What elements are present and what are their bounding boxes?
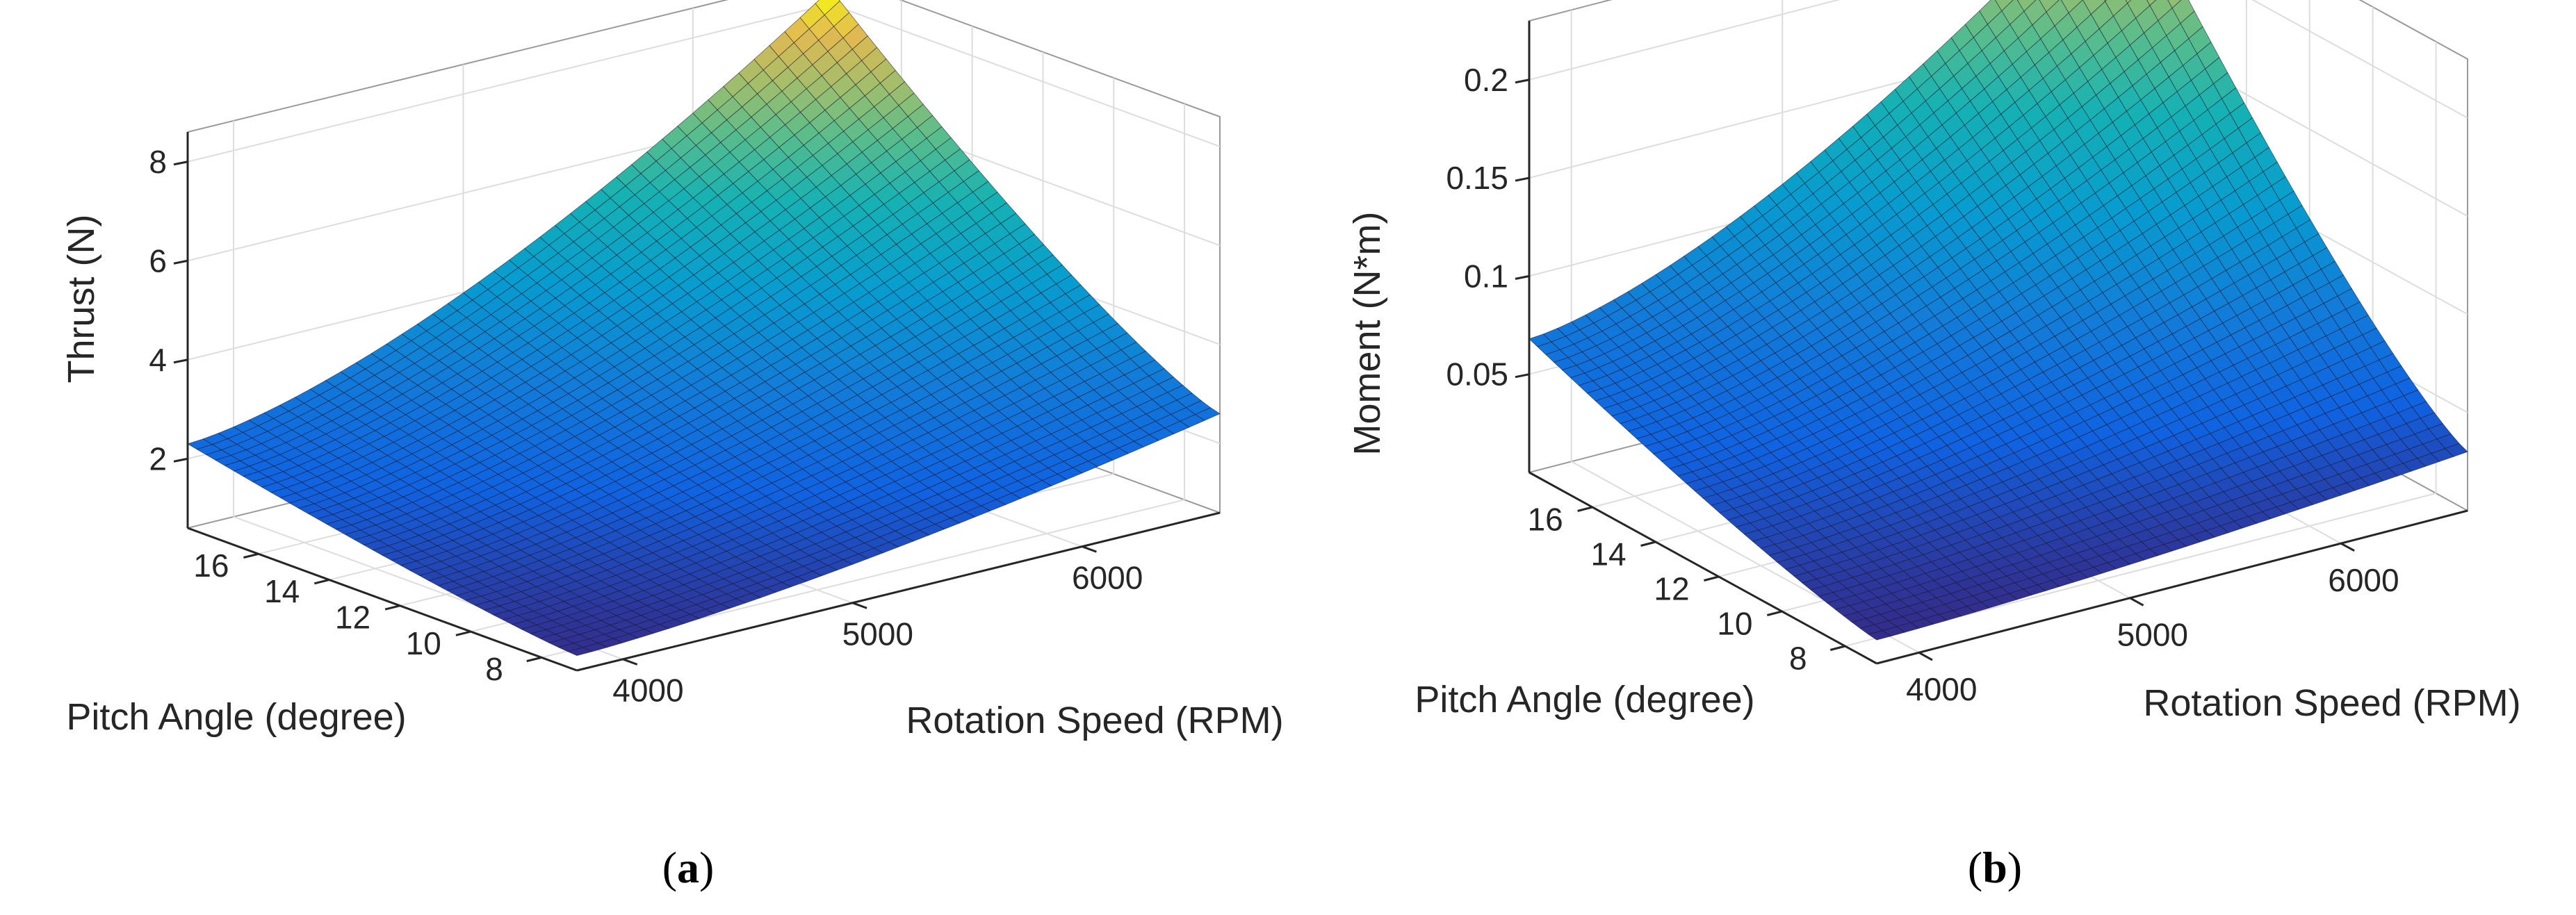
surface-patch [1868,630,1891,641]
y-tick-label: 10 [406,625,441,661]
y-tick-label: 8 [485,651,503,687]
z-tick-label: 2 [149,440,167,477]
z-tick [173,358,188,364]
x-axis-label: Rotation Speed (RPM) [906,700,1283,741]
panel-b-moment-surface: 4000 5000 6000 8 10 12 14 16 0.05 0.1 0.15 0.2 Momen… [1346,0,2521,892]
z-tick-label: 0.15 [1446,160,1508,196]
y-tick-label: 8 [1789,641,1807,677]
y-axis-label: Pitch Angle (degree) [1415,679,1754,720]
x-tick-label: 4000 [1906,671,1977,707]
z-tick [1515,79,1530,84]
x-tick-label: 6000 [2328,562,2399,598]
y-tick [243,552,259,559]
z-tick [1515,373,1530,379]
x-axis-line [1876,509,2468,665]
z-tick [173,457,188,463]
y-axis-label: Pitch Angle (degree) [66,696,406,738]
x-tick-label: 4000 [612,672,683,708]
y-tick-label: 12 [1654,571,1689,607]
y-tick-label: 14 [1590,536,1626,572]
grid-line [1529,0,2468,119]
y-axis-line [1529,471,1877,665]
x-tick [1082,545,1097,553]
y-tick-label: 10 [1717,606,1752,642]
z-tick [173,259,188,265]
y-tick [313,579,329,585]
x-tick [851,602,867,609]
z-tick [1515,274,1530,280]
z-tick-label: 6 [149,242,167,279]
y-axis-line [187,527,578,672]
panel-label: (a) [662,843,715,892]
y-tick [1704,575,1720,582]
z-tick-label: 0.1 [1464,258,1508,294]
z-axis-label: Moment (N*m) [1346,211,1388,455]
y-tick-label: 14 [264,573,300,609]
surface [187,0,1221,657]
y-tick [1577,506,1593,512]
y-tick [526,656,542,663]
surface [1529,0,2468,641]
surface-patch [567,647,593,657]
panel-a-thrust-surface: 4000 5000 6000 8 10 12 14 16 2 4 6 8 Thrust (N) Pitch… [60,0,1284,892]
z-tick [1515,176,1530,182]
x-tick-label: 5000 [842,616,913,652]
y-tick [455,630,471,636]
y-tick [1829,645,1845,651]
y-tick-label: 12 [335,600,370,636]
y-tick-label: 16 [193,547,229,584]
x-tick [622,658,638,666]
z-tick-label: 0.05 [1446,356,1508,393]
x-tick [2340,542,2355,552]
z-axis-label: Thrust (N) [60,215,102,384]
x-tick [1918,651,1933,661]
y-tick-label: 16 [1528,502,1563,538]
y-tick [1766,610,1783,616]
panel-label: (b) [1968,843,2022,892]
y-tick [1640,541,1656,547]
x-tick [2129,597,2144,607]
z-tick-label: 8 [149,144,167,180]
z-tick [173,160,188,166]
x-tick-label: 6000 [1072,559,1143,595]
z-tick-label: 4 [149,342,167,378]
x-axis-label: Rotation Speed (RPM) [2143,682,2520,724]
x-tick-label: 5000 [2117,617,2188,653]
x-axis-line [576,511,1221,672]
y-tick [384,604,400,611]
z-tick-label: 0.2 [1464,62,1508,98]
